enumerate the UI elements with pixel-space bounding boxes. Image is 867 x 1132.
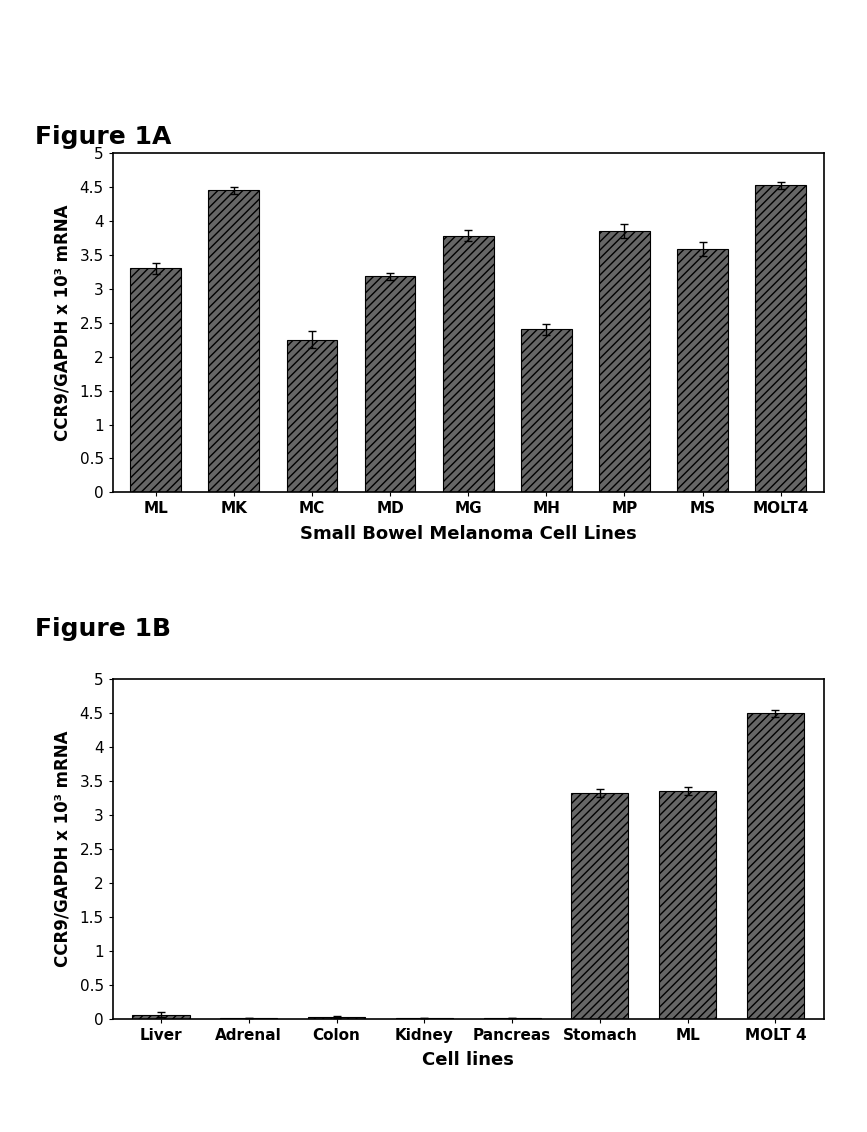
X-axis label: Cell lines: Cell lines	[422, 1052, 514, 1069]
X-axis label: Small Bowel Melanoma Cell Lines: Small Bowel Melanoma Cell Lines	[300, 525, 636, 542]
Bar	[755, 186, 806, 492]
Bar	[599, 231, 650, 492]
Bar	[130, 268, 181, 492]
Text: Figure 1B: Figure 1B	[35, 617, 171, 641]
Bar	[659, 791, 716, 1019]
Bar	[286, 340, 337, 492]
Bar	[308, 1018, 365, 1019]
Y-axis label: CCR9/GAPDH x 10³ mRNA: CCR9/GAPDH x 10³ mRNA	[53, 205, 71, 440]
Bar	[208, 190, 259, 492]
Text: Figure 1A: Figure 1A	[35, 125, 171, 148]
Bar	[443, 235, 493, 492]
Bar	[521, 329, 571, 492]
Bar	[571, 792, 629, 1019]
Bar	[365, 276, 415, 492]
Bar	[746, 713, 804, 1019]
Y-axis label: CCR9/GAPDH x 10³ mRNA: CCR9/GAPDH x 10³ mRNA	[53, 731, 71, 967]
Bar	[133, 1014, 190, 1019]
Bar	[677, 249, 728, 492]
